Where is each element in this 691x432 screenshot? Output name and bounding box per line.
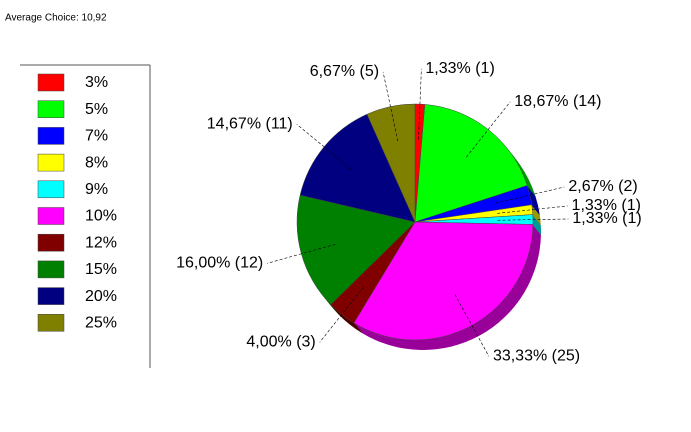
leader-line xyxy=(267,243,336,264)
legend-swatch xyxy=(37,260,65,279)
data-label: 33,33% (25) xyxy=(493,348,580,365)
data-label: 2,67% (2) xyxy=(568,178,637,195)
data-label: 4,00% (3) xyxy=(246,333,315,350)
legend-label: 5% xyxy=(85,101,108,118)
legend-swatch xyxy=(37,287,65,305)
leader-line xyxy=(382,71,399,142)
legend-label: 7% xyxy=(85,128,108,145)
chart-title: Average Choice: 10,92 xyxy=(5,13,107,24)
legend-swatch xyxy=(37,207,65,225)
legend-label: 3% xyxy=(85,74,108,91)
leader-line xyxy=(296,124,352,170)
leader-line xyxy=(466,101,511,158)
leader-line xyxy=(497,218,569,221)
data-label: 1,33% (1) xyxy=(572,197,641,214)
data-label: 14,67% (11) xyxy=(207,115,293,132)
legend-swatch xyxy=(37,153,65,172)
legend-swatch xyxy=(37,73,65,92)
legend-swatch xyxy=(37,314,65,332)
data-label: 1,33% (1) xyxy=(572,210,641,227)
data-label: 6,67% (5) xyxy=(310,63,379,80)
leader-line xyxy=(454,294,490,357)
leader-line xyxy=(495,186,565,204)
leader-line xyxy=(497,205,568,214)
legend-label: 25% xyxy=(85,315,117,332)
data-label: 16,00% (12) xyxy=(176,255,263,272)
leader-line xyxy=(319,286,364,343)
legend-swatch xyxy=(37,180,65,199)
legend-label: 15% xyxy=(85,261,117,278)
data-label: 1,33% (1) xyxy=(425,60,494,77)
legend-swatch xyxy=(37,127,65,145)
legend-label: 8% xyxy=(85,154,108,171)
legend-label: 9% xyxy=(85,181,108,198)
legend-label: 20% xyxy=(85,288,117,305)
legend-swatch xyxy=(37,100,65,118)
leader-line xyxy=(418,68,422,140)
legend-swatch xyxy=(37,233,65,252)
legend-label: 10% xyxy=(85,208,117,225)
data-label: 18,67% (14) xyxy=(514,93,601,110)
legend-label: 12% xyxy=(85,234,117,251)
